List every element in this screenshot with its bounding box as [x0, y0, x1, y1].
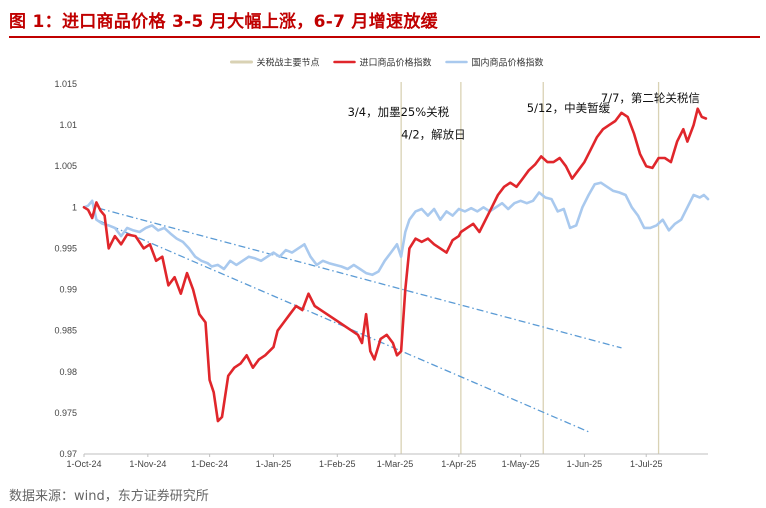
y-tick-label: 1 [72, 202, 77, 212]
series-line-domestic [82, 181, 710, 277]
title-rule [9, 36, 760, 38]
x-tick-label: 1-Jul-25 [630, 459, 663, 469]
y-tick-label: 0.995 [54, 243, 77, 253]
legend-label-domestic: 国内商品价格指数 [472, 57, 544, 69]
x-tick-label: 1-Jun-25 [567, 459, 603, 469]
x-tick-label: 1-Jan-25 [256, 459, 292, 469]
y-tick-label: 1.015 [54, 79, 77, 89]
series-layer [82, 107, 710, 423]
annotation-1: 3/4，加墨25%关税 [348, 105, 450, 119]
line-chart: 关税战主要节点 进口商品价格指数 国内商品价格指数 0.970.9750.980.9… [54, 57, 710, 469]
legend-label-events: 关税战主要节点 [257, 57, 320, 69]
x-tick-label: 1-Mar-25 [377, 459, 414, 469]
x-tick-label: 1-Dec-24 [191, 459, 228, 469]
x-tick-label: 1-Apr-25 [441, 459, 476, 469]
y-tick-label: 0.99 [59, 285, 77, 295]
y-tick-label: 0.98 [59, 367, 77, 377]
y-tick-label: 0.985 [54, 326, 77, 336]
data-source-note: 数据来源：wind，东方证券研究所 [9, 489, 209, 504]
x-tick-label: 1-Oct-24 [66, 459, 101, 469]
x-tick-label: 1-Feb-25 [319, 459, 356, 469]
chart-axes: 0.97 0.975 0.98 0.985 0.99 0.995 1 1.005 1.01 1.0… [54, 79, 708, 469]
figure-title: 图 1：进口商品价格 3-5 月大幅上涨，6-7 月增速放缓 [9, 12, 438, 32]
annotation-3: 5/12，中美暂缓 [527, 101, 611, 115]
event-lines [400, 82, 660, 454]
x-tick-label: 1-Nov-24 [129, 459, 166, 469]
x-tick-label: 1-May-25 [502, 459, 540, 469]
legend-label-import: 进口商品价格指数 [360, 57, 432, 69]
series-line-import [82, 107, 708, 423]
annotation-2: 4/2，解放日 [401, 127, 466, 141]
annotation-4: 7/7，第二轮关税信 [601, 91, 700, 105]
y-tick-label: 0.97 [59, 449, 77, 459]
trend-line-1 [98, 207, 622, 349]
chart-legend: 关税战主要节点 进口商品价格指数 国内商品价格指数 [230, 57, 544, 69]
y-tick-label: 1.01 [59, 120, 77, 130]
y-tick-label: 1.005 [54, 161, 77, 171]
y-tick-label: 0.975 [54, 408, 77, 418]
